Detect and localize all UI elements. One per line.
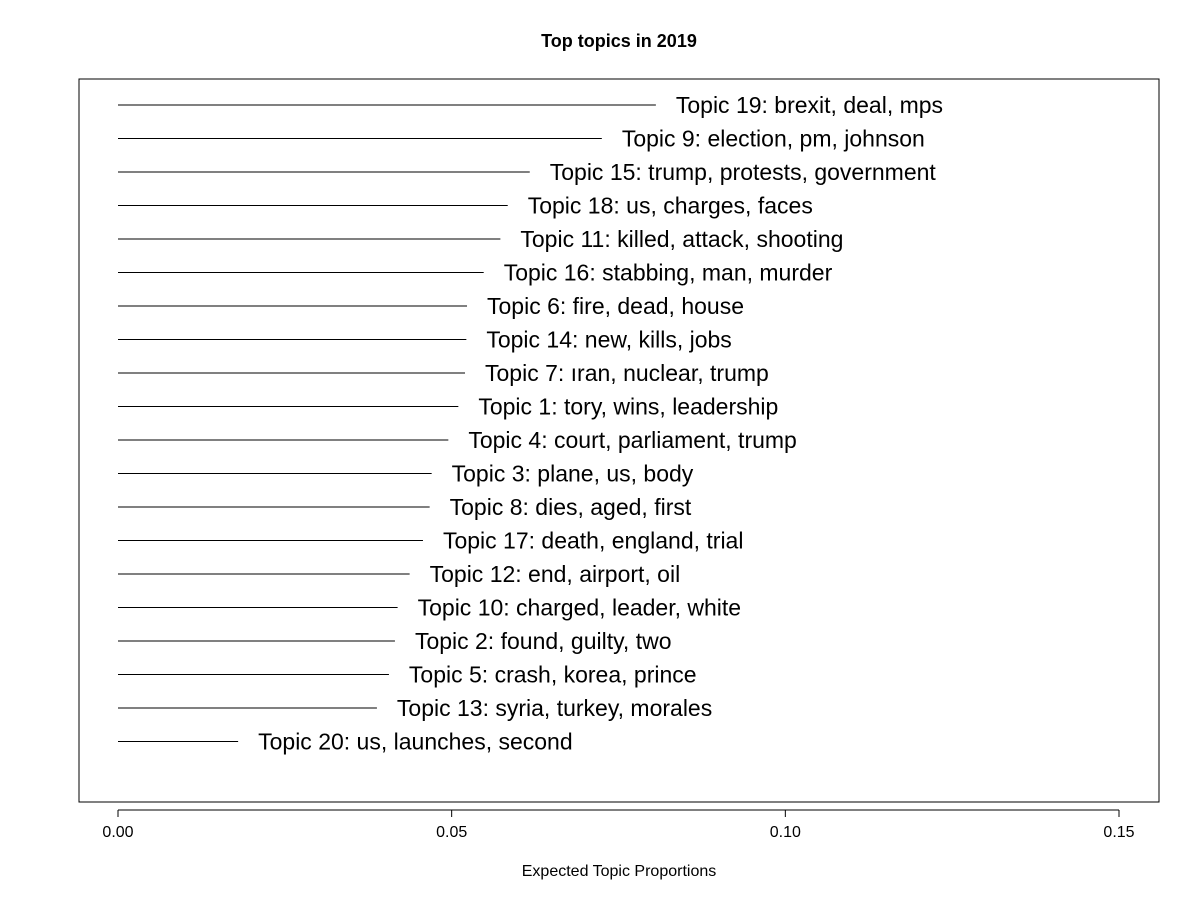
x-tick-label: 0.00 [102, 824, 133, 841]
bar-label: Topic 6: fire, dead, house [487, 293, 744, 319]
bar-label: Topic 2: found, guilty, two [415, 628, 672, 654]
bar-label: Topic 9: election, pm, johnson [622, 126, 925, 152]
bar-label: Topic 10: charged, leader, white [418, 595, 741, 621]
bar-label: Topic 15: trump, protests, government [550, 159, 937, 185]
bar-label: Topic 16: stabbing, man, murder [504, 260, 833, 286]
x-tick-label: 0.15 [1103, 824, 1134, 841]
bar-label: Topic 14: new, kills, jobs [486, 327, 731, 353]
plot-frame [78, 78, 1160, 803]
x-tick-label: 0.05 [436, 824, 467, 841]
bar-label: Topic 11: killed, attack, shooting [520, 226, 843, 252]
bar-label: Topic 5: crash, korea, prince [409, 662, 697, 688]
bar-label: Topic 20: us, launches, second [258, 729, 573, 755]
bar-label: Topic 12: end, airport, oil [430, 561, 681, 587]
bars-group: Topic 19: brexit, deal, mps Topic 9: elec… [118, 92, 943, 755]
x-tick-label: 0.10 [770, 824, 801, 841]
x-axis-label: Expected Topic Proportions [522, 863, 716, 880]
bar-label: Topic 17: death, england, trial [443, 528, 743, 554]
bar-label: Topic 19: brexit, deal, mps [676, 92, 943, 118]
bar-label: Topic 13: syria, turkey, morales [397, 695, 712, 721]
bar-label: Topic 1: tory, wins, leadership [478, 394, 778, 420]
bar-label: Topic 7: ıran, nuclear, trump [485, 360, 769, 386]
bar-label: Topic 3: plane, us, body [452, 461, 694, 487]
x-axis: 0.00 0.05 0.10 0.15 [102, 809, 1135, 841]
bar-label: Topic 8: dies, aged, first [450, 494, 692, 520]
chart-title: Top topics in 2019 [541, 31, 697, 51]
bar-label: Topic 4: court, parliament, trump [468, 427, 797, 453]
bar-label: Topic 18: us, charges, faces [528, 193, 813, 219]
